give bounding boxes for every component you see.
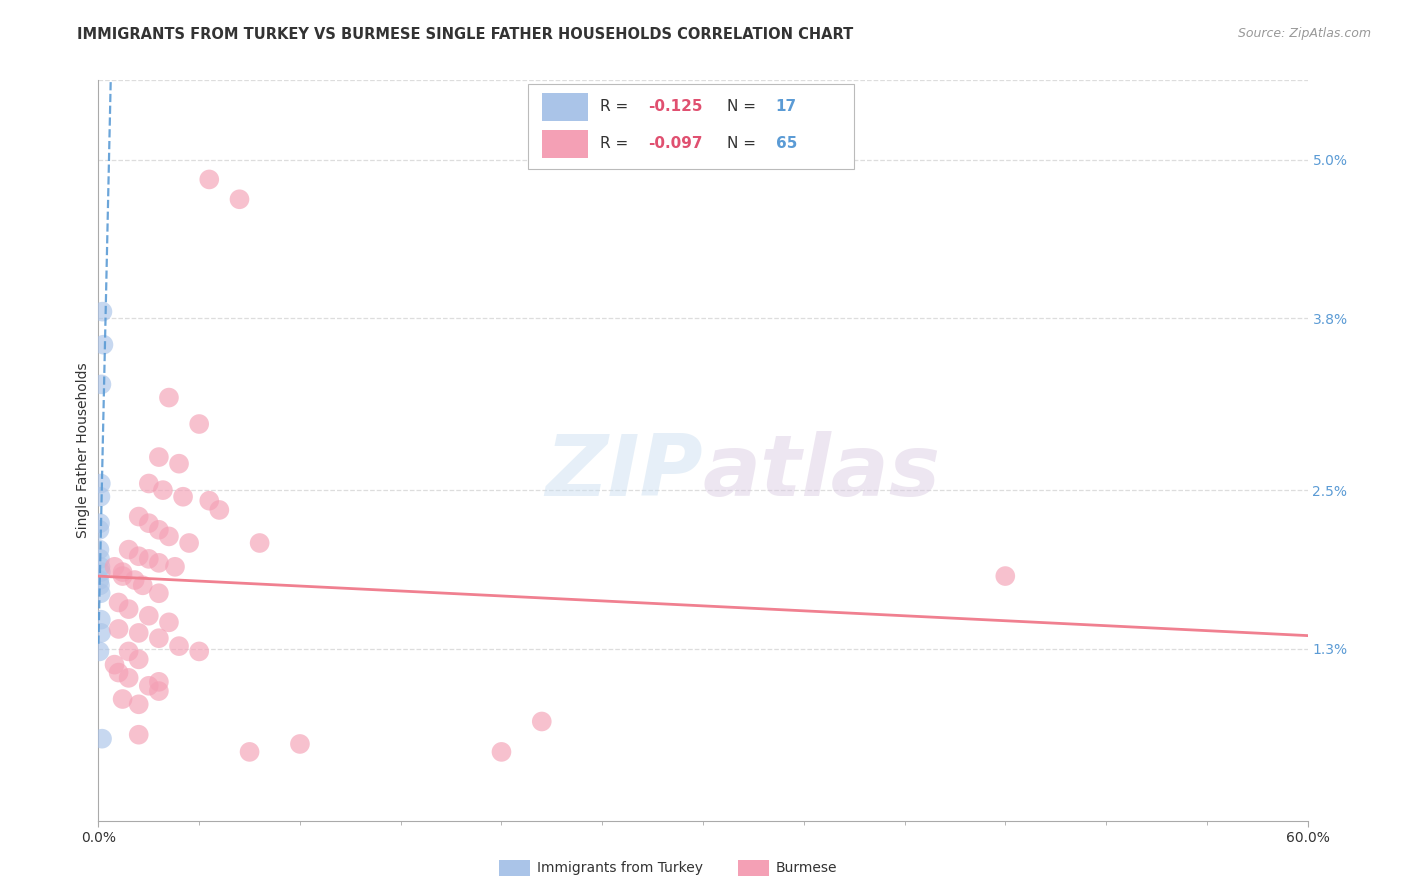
Point bbox=[167, 639, 190, 653]
Point bbox=[128, 698, 150, 712]
Point bbox=[93, 337, 115, 351]
Point bbox=[208, 503, 231, 517]
Point bbox=[90, 476, 112, 491]
Point bbox=[228, 192, 250, 206]
Point bbox=[128, 652, 150, 666]
Point bbox=[90, 626, 112, 640]
Point bbox=[157, 529, 180, 543]
Text: R =: R = bbox=[600, 99, 633, 114]
Point bbox=[148, 523, 170, 537]
Text: atlas: atlas bbox=[703, 431, 941, 514]
FancyBboxPatch shape bbox=[527, 84, 855, 169]
Text: Source: ZipAtlas.com: Source: ZipAtlas.com bbox=[1237, 27, 1371, 40]
Point bbox=[491, 745, 513, 759]
Point bbox=[288, 737, 311, 751]
Point bbox=[163, 559, 186, 574]
Point bbox=[188, 644, 211, 658]
Point bbox=[157, 391, 180, 405]
Point bbox=[198, 172, 221, 186]
Text: 65: 65 bbox=[776, 136, 797, 152]
Point bbox=[103, 657, 125, 672]
Point bbox=[198, 493, 221, 508]
Point bbox=[90, 586, 112, 600]
Point bbox=[107, 665, 129, 680]
Point bbox=[128, 728, 150, 742]
Point bbox=[89, 644, 111, 658]
Point bbox=[128, 626, 150, 640]
Point bbox=[90, 377, 112, 392]
Point bbox=[239, 745, 262, 759]
Point bbox=[148, 586, 170, 600]
Point bbox=[148, 631, 170, 645]
Point bbox=[152, 483, 174, 497]
Point bbox=[91, 304, 114, 318]
Point bbox=[132, 578, 155, 592]
Text: N =: N = bbox=[727, 136, 761, 152]
Point bbox=[188, 417, 211, 431]
Text: Burmese: Burmese bbox=[776, 861, 838, 875]
Point bbox=[107, 595, 129, 609]
Y-axis label: Single Father Households: Single Father Households bbox=[76, 363, 90, 538]
Text: 17: 17 bbox=[776, 99, 797, 114]
Point bbox=[89, 516, 111, 531]
Bar bbox=[543, 130, 588, 158]
Point bbox=[148, 674, 170, 689]
Point bbox=[111, 692, 134, 706]
Point bbox=[530, 714, 553, 729]
Text: ZIP: ZIP bbox=[546, 431, 703, 514]
Text: N =: N = bbox=[727, 99, 761, 114]
Point bbox=[118, 602, 141, 616]
Text: IMMIGRANTS FROM TURKEY VS BURMESE SINGLE FATHER HOUSEHOLDS CORRELATION CHART: IMMIGRANTS FROM TURKEY VS BURMESE SINGLE… bbox=[77, 27, 853, 42]
Point bbox=[148, 450, 170, 464]
Point bbox=[172, 490, 194, 504]
Point bbox=[118, 542, 141, 557]
Bar bbox=[543, 93, 588, 121]
Point bbox=[111, 569, 134, 583]
Point bbox=[124, 573, 146, 587]
Point bbox=[89, 578, 111, 592]
Point bbox=[138, 679, 160, 693]
Point bbox=[994, 569, 1017, 583]
Point bbox=[118, 671, 141, 685]
Point bbox=[89, 542, 111, 557]
Point bbox=[118, 644, 141, 658]
Point bbox=[148, 556, 170, 570]
Point bbox=[249, 536, 271, 550]
Text: R =: R = bbox=[600, 136, 633, 152]
Point bbox=[179, 536, 201, 550]
Point bbox=[128, 549, 150, 564]
Point bbox=[90, 613, 112, 627]
Point bbox=[89, 573, 111, 587]
Point bbox=[138, 552, 160, 566]
Point bbox=[138, 476, 160, 491]
Point bbox=[90, 565, 112, 579]
Point bbox=[157, 615, 180, 630]
Point bbox=[89, 559, 111, 574]
Point bbox=[91, 731, 114, 746]
Point bbox=[138, 608, 160, 623]
Point bbox=[89, 490, 111, 504]
Text: Immigrants from Turkey: Immigrants from Turkey bbox=[537, 861, 703, 875]
Text: -0.125: -0.125 bbox=[648, 99, 703, 114]
Point bbox=[128, 509, 150, 524]
Point bbox=[89, 552, 111, 566]
Point bbox=[138, 516, 160, 531]
Point bbox=[103, 559, 125, 574]
Point bbox=[148, 684, 170, 698]
Point bbox=[111, 565, 134, 579]
Point bbox=[167, 457, 190, 471]
Text: -0.097: -0.097 bbox=[648, 136, 703, 152]
Point bbox=[107, 622, 129, 636]
Point bbox=[89, 523, 111, 537]
